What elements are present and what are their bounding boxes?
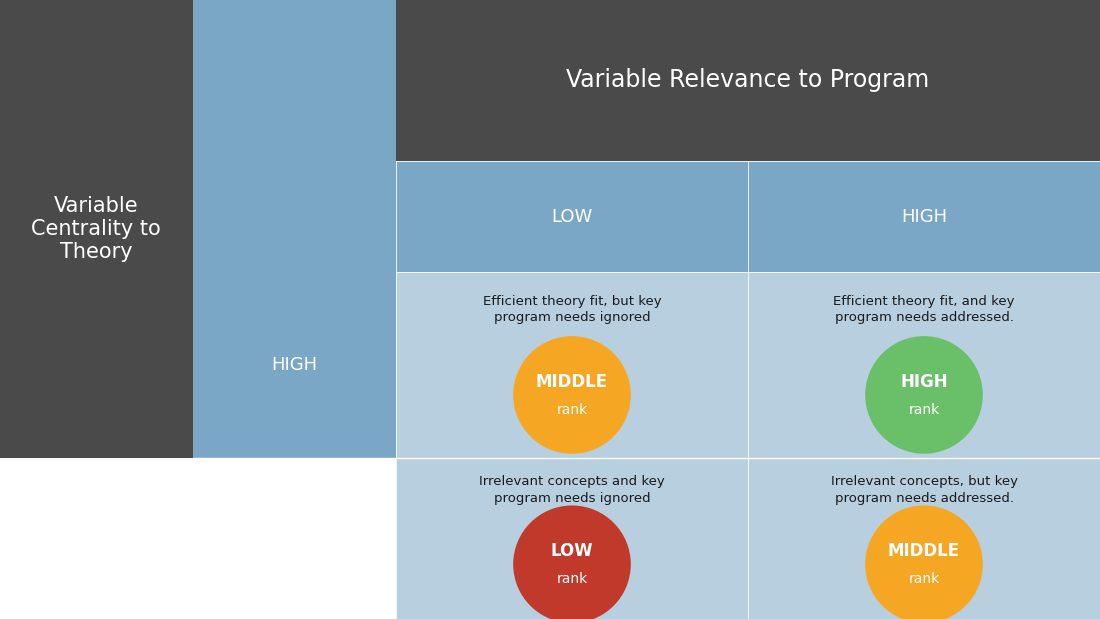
FancyBboxPatch shape <box>396 458 748 619</box>
Text: Efficient theory fit, and key
program needs addressed.: Efficient theory fit, and key program ne… <box>834 295 1015 324</box>
Text: Variable
Centrality to
Theory: Variable Centrality to Theory <box>32 196 161 262</box>
Text: rank: rank <box>909 402 939 417</box>
Text: rank: rank <box>557 402 587 417</box>
Ellipse shape <box>866 506 982 619</box>
Ellipse shape <box>514 506 630 619</box>
Text: MIDDLE: MIDDLE <box>888 542 960 560</box>
Text: MIDDLE: MIDDLE <box>536 373 608 391</box>
Ellipse shape <box>866 336 982 454</box>
Text: Efficient theory fit, but key
program needs ignored: Efficient theory fit, but key program ne… <box>483 295 661 324</box>
FancyBboxPatch shape <box>748 458 1100 619</box>
Text: HIGH: HIGH <box>900 373 948 391</box>
FancyBboxPatch shape <box>748 272 1100 458</box>
Text: Variable Relevance to Program: Variable Relevance to Program <box>566 69 930 92</box>
FancyBboxPatch shape <box>396 272 748 458</box>
FancyBboxPatch shape <box>396 0 1100 161</box>
FancyBboxPatch shape <box>396 161 748 272</box>
Text: Irrelevant concepts and key
program needs ignored: Irrelevant concepts and key program need… <box>480 475 664 505</box>
Text: LOW: LOW <box>551 542 593 560</box>
Text: Irrelevant concepts, but key
program needs addressed.: Irrelevant concepts, but key program nee… <box>830 475 1018 505</box>
FancyBboxPatch shape <box>192 0 396 458</box>
Text: HIGH: HIGH <box>901 207 947 226</box>
Text: LOW: LOW <box>551 207 593 226</box>
Text: rank: rank <box>909 572 939 586</box>
Text: LOW: LOW <box>274 529 315 548</box>
Text: HIGH: HIGH <box>272 356 317 374</box>
Text: rank: rank <box>557 572 587 586</box>
FancyBboxPatch shape <box>0 0 192 458</box>
FancyBboxPatch shape <box>748 161 1100 272</box>
Ellipse shape <box>514 336 630 454</box>
